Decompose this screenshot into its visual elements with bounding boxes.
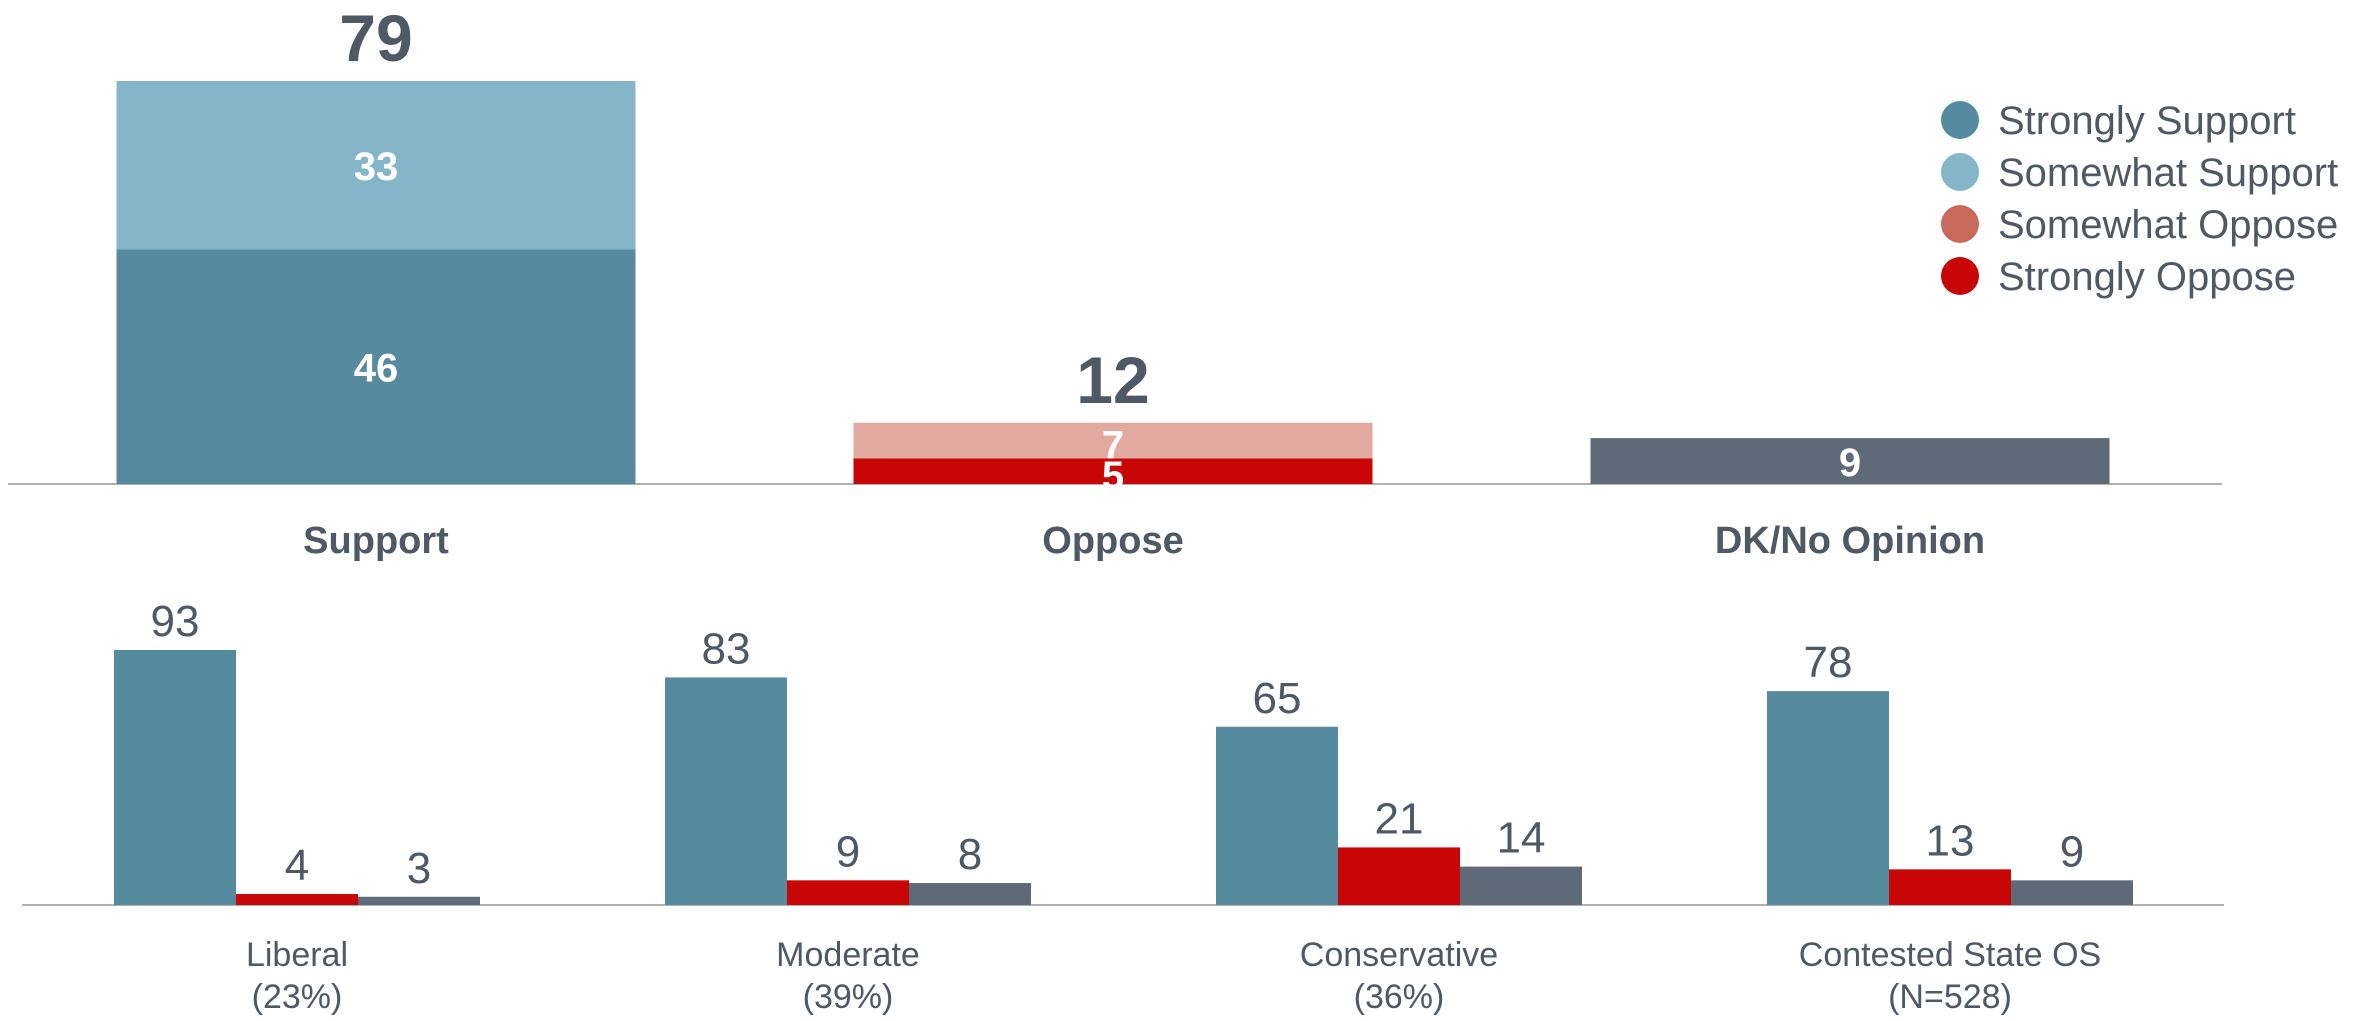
- bar-dk-no-opinion-dk-no-opinion: [1590, 438, 2110, 484]
- bar-moderate-series-3: [909, 883, 1031, 905]
- bar-oppose-strongly-oppose: [853, 458, 1373, 484]
- bar-support-strongly-support: [116, 249, 636, 484]
- legend: Strongly Support Somewhat Support Somewhat…: [1941, 99, 2338, 299]
- legend-swatch-strongly-oppose: [1941, 257, 1979, 295]
- category-sublabel-liberal: (23%): [252, 978, 343, 1016]
- data-label-oppose-strongly-oppose: 5: [1102, 454, 1124, 498]
- bar-moderate-series-1: [665, 677, 787, 905]
- data-label-oppose-somewhat-oppose: 7: [1102, 424, 1124, 468]
- category-label-dk-no-opinion: DK/No Opinion: [1715, 520, 1985, 562]
- data-label-moderate-series-1: 83: [702, 624, 751, 673]
- legend-label-somewhat-support: Somewhat Support: [1998, 151, 2338, 195]
- total-label-oppose: 12: [1076, 343, 1149, 417]
- bar-liberal-series-1: [114, 650, 236, 905]
- category-label-moderate: Moderate: [776, 936, 920, 974]
- category-label-conservative: Conservative: [1300, 936, 1498, 974]
- data-label-contested-state-os-series-3: 9: [2060, 827, 2084, 876]
- bar-liberal-series-2: [236, 894, 358, 905]
- category-sublabel-conservative: (36%): [1354, 978, 1445, 1016]
- bar-contested-state-os-series-1: [1767, 691, 1889, 905]
- bar-oppose-somewhat-oppose: [853, 422, 1373, 459]
- overall-chart: 46 33 79 Support 57 12 Oppose 9 DK/No Opinion: [8, 1, 2222, 562]
- data-label-dk-no-opinion-dk-no-opinion: 9: [1839, 441, 1861, 485]
- data-label-liberal-series-1: 93: [151, 597, 200, 646]
- category-label-contested-state-os: Contested State OS: [1799, 936, 2101, 974]
- bar-conservative-series-1: [1216, 726, 1338, 905]
- data-label-support-somewhat-support: 33: [354, 145, 399, 189]
- category-label-liberal: Liberal: [246, 936, 348, 974]
- legend-swatch-strongly-support: [1941, 101, 1979, 139]
- legend-label-strongly-oppose: Strongly Oppose: [1998, 255, 2296, 299]
- bar-conservative-series-3: [1460, 866, 1582, 905]
- bar-moderate-series-2: [787, 880, 909, 905]
- category-label-support: Support: [303, 520, 449, 562]
- data-label-support-strongly-support: 46: [354, 347, 399, 391]
- data-label-liberal-series-3: 3: [407, 844, 431, 893]
- data-label-conservative-series-3: 14: [1497, 814, 1546, 863]
- legend-label-somewhat-oppose: Somewhat Oppose: [1998, 203, 2338, 247]
- data-label-conservative-series-2: 21: [1375, 794, 1424, 843]
- legend-label-strongly-support: Strongly Support: [1998, 99, 2296, 143]
- ideology-chart: 93 4 3 Liberal (23%) 83 9 8 Moderate (39%) 65 21 14 C…: [22, 597, 2224, 1016]
- category-sublabel-contested-state-os: (N=528): [1888, 978, 2012, 1016]
- bar-liberal-series-3: [358, 896, 480, 905]
- bar-contested-state-os-series-2: [1889, 869, 2011, 905]
- total-label-support: 79: [339, 1, 412, 75]
- data-label-contested-state-os-series-2: 13: [1926, 816, 1975, 865]
- data-label-contested-state-os-series-1: 78: [1804, 638, 1853, 687]
- legend-swatch-somewhat-support: [1941, 153, 1979, 191]
- data-label-conservative-series-1: 65: [1253, 674, 1302, 723]
- bar-conservative-series-2: [1338, 847, 1460, 905]
- bar-contested-state-os-series-3: [2011, 880, 2133, 905]
- data-label-moderate-series-2: 9: [836, 827, 860, 876]
- legend-swatch-somewhat-oppose: [1941, 205, 1979, 243]
- category-sublabel-moderate: (39%): [803, 978, 894, 1016]
- data-label-liberal-series-2: 4: [285, 841, 309, 890]
- category-label-oppose: Oppose: [1042, 520, 1183, 562]
- bar-support-somewhat-support: [116, 81, 636, 250]
- data-label-moderate-series-3: 8: [958, 830, 982, 879]
